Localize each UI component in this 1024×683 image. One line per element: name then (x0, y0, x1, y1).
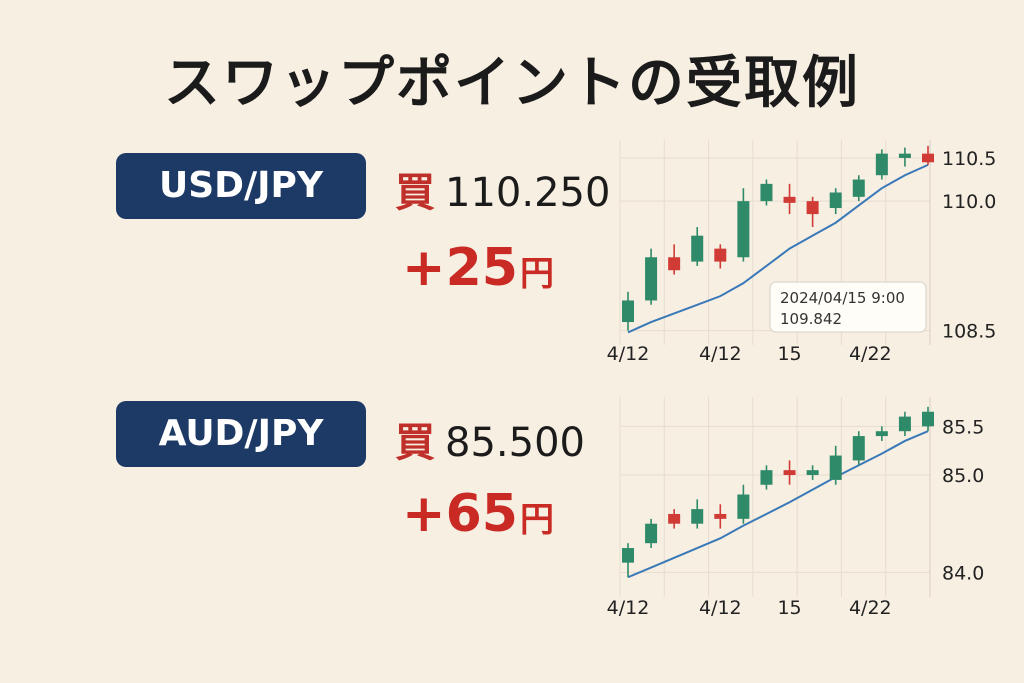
candle-down (922, 153, 934, 163)
pair-badge-usdjpy: USD/JPY (116, 153, 366, 219)
price-line-audjpy: 買 85.500 (395, 410, 585, 468)
y-tick-label: 85.5 (942, 416, 984, 438)
price-value: 85.500 (445, 420, 585, 466)
swap-amount-audjpy: +65円 (402, 484, 554, 544)
tooltip-value: 109.842 (780, 310, 842, 328)
candle-up (875, 153, 888, 176)
y-tick-label: 110.5 (942, 148, 996, 170)
x-tick-label: 4/12 (607, 343, 650, 365)
pair-badge-audjpy: AUD/JPY (116, 401, 366, 467)
candle-up (645, 523, 658, 544)
buy-label: 買 (395, 420, 435, 466)
price-line-usdjpy: 買 110.250 (395, 160, 610, 218)
candle-up (829, 455, 842, 480)
x-tick-label: 15 (777, 597, 801, 619)
candle-up (852, 436, 865, 461)
page-title: スワップポイントの受取例 (164, 51, 860, 116)
y-tick-label: 85.0 (942, 465, 984, 487)
candle-up (922, 411, 934, 427)
x-tick-label: 4/22 (849, 597, 892, 619)
y-tick-label: 110.0 (942, 191, 996, 213)
candle-up (622, 300, 634, 323)
candle-up (852, 179, 865, 197)
candle-down (668, 513, 681, 524)
candle-up (806, 470, 819, 476)
x-tick-label: 15 (777, 343, 801, 365)
swap-unit: 円 (519, 254, 554, 294)
audjpy-candlestick-chart: 84.0 85.0 85.5 4/12 4/12 15 4/22 (607, 397, 984, 619)
x-tick-label: 4/12 (699, 343, 742, 365)
buy-label: 買 (395, 170, 435, 216)
candle-up (898, 416, 911, 432)
candle-up (898, 153, 911, 158)
candle-down (783, 470, 796, 476)
x-tick-label: 4/12 (607, 597, 650, 619)
tooltip-date: 2024/04/15 9:00 (780, 289, 905, 307)
candle-up (875, 431, 888, 437)
candle-down (806, 201, 819, 215)
candle-down (668, 257, 681, 271)
y-tick-label: 108.5 (942, 321, 996, 343)
candle-down (783, 196, 796, 203)
candle-up (645, 257, 658, 301)
candle-up (737, 201, 750, 258)
usdjpy-candlestick-chart: 108.5 110.0 110.5 4/12 4/12 15 4/22 2024/04/15 … (607, 140, 996, 365)
price-value: 110.250 (445, 170, 611, 216)
candle-up (691, 509, 704, 524)
candle-up (760, 183, 773, 202)
swap-amount-usdjpy: +25円 (402, 238, 554, 298)
x-tick-label: 4/12 (699, 597, 742, 619)
moving-average-line (627, 163, 929, 334)
candle-up (622, 548, 634, 563)
chart-tooltip: 2024/04/15 9:00 109.842 (769, 281, 927, 333)
swap-value: +25 (402, 238, 518, 298)
x-tick-label: 4/22 (849, 343, 892, 365)
candle-down (714, 513, 727, 519)
candle-up (760, 470, 773, 485)
candle-up (691, 235, 704, 262)
candle-up (829, 192, 842, 209)
candle-down (714, 248, 727, 262)
tooltip-box (769, 281, 927, 333)
swap-value: +65 (402, 484, 518, 544)
candle-up (737, 494, 750, 519)
swap-unit: 円 (519, 500, 554, 540)
y-tick-label: 84.0 (942, 562, 984, 584)
moving-average-line (627, 430, 929, 579)
